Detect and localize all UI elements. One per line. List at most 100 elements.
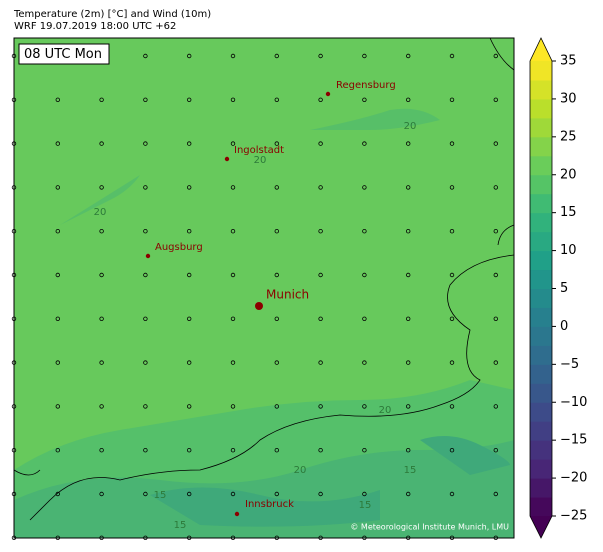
wind-dot [406, 491, 411, 497]
wind-dot [55, 97, 60, 102]
wind-dot [362, 316, 367, 321]
wind-dot [230, 141, 236, 146]
contour-label: 15 [404, 465, 417, 476]
wind-dot [274, 316, 279, 321]
wind-dot [318, 97, 323, 102]
colorbar-band [530, 307, 552, 327]
wind-dot [143, 141, 148, 146]
wind-dot [55, 141, 60, 146]
cool-patch [60, 108, 440, 225]
wind-dot [449, 491, 455, 497]
colorbar-tick-label: 25 [560, 129, 577, 144]
wind-dot [493, 448, 498, 453]
wind-dot [186, 185, 192, 190]
wind-dot [143, 185, 148, 190]
wind-dot [493, 491, 498, 497]
wind-dot [274, 141, 279, 146]
colorbar-tick-label: −25 [560, 509, 587, 524]
wind-dot [493, 272, 498, 278]
contour-label: 20 [254, 155, 267, 166]
wind-dot [406, 316, 411, 321]
wind-dot [318, 185, 323, 190]
wind-dot [449, 228, 455, 234]
wind-dot [55, 448, 60, 453]
wind-dot [318, 316, 323, 321]
contour-label: 15 [359, 500, 372, 511]
wind-dot [143, 228, 148, 234]
colorbar-tick-label: −15 [560, 433, 587, 448]
wind-dot [318, 491, 323, 497]
colorbar-band [530, 231, 552, 252]
wind-dot [449, 360, 455, 365]
wind-dot [362, 97, 367, 102]
wind-dot [186, 228, 192, 234]
colorbar-tick-label: 0 [560, 319, 568, 334]
wind-dot [55, 185, 60, 190]
wind-dot [362, 404, 367, 409]
wind-dot [230, 272, 236, 278]
contour-label: 20 [94, 207, 107, 218]
wind-dot [449, 53, 455, 59]
wind-dot [362, 53, 367, 59]
wind-dot [318, 448, 323, 453]
wind-dot [143, 360, 148, 365]
colorbar-band [530, 383, 552, 403]
colorbar-tick-label: −5 [560, 357, 579, 372]
wind-dot [406, 53, 411, 59]
colorbar-band [530, 345, 552, 365]
wind-dot [55, 316, 60, 321]
wind-dot [55, 360, 60, 365]
wind-dot [493, 53, 498, 59]
wind-dot [493, 360, 498, 365]
wind-dot [99, 404, 104, 409]
wind-dot [274, 491, 279, 497]
wind-dot [230, 185, 236, 190]
wind-dot [186, 491, 192, 497]
wind-dot [449, 97, 455, 102]
wind-dot [318, 228, 323, 234]
time-box [18, 43, 110, 65]
contour-label: 15 [174, 520, 187, 531]
colorbar-band [530, 421, 552, 441]
wind-dot [230, 97, 236, 102]
wind-dot [406, 141, 411, 146]
wind-dot [449, 404, 455, 409]
wind-dot [99, 360, 104, 365]
credit: © Meteorological Institute Munich, LMU [350, 523, 509, 532]
border [13, 37, 515, 521]
colorbar-band [530, 174, 552, 195]
wind-dot [230, 316, 236, 321]
wind-dot [274, 360, 279, 365]
wind-dot [186, 53, 192, 59]
wind-dot [143, 448, 148, 453]
colorbar-band [530, 288, 552, 308]
colorbar-tick-label: 15 [560, 205, 577, 220]
wind-dot [493, 97, 498, 102]
wind-dot [186, 272, 192, 278]
wind-dot [318, 360, 323, 365]
wind-dot [318, 53, 323, 59]
wind-dot [406, 404, 411, 409]
contour-label: 20 [404, 121, 417, 132]
wind-dot [99, 228, 104, 234]
wind-dot [55, 228, 60, 234]
colorbar-band [530, 364, 552, 384]
colorbar-band [530, 212, 552, 233]
wind-dot [449, 272, 455, 278]
wind-dot [99, 141, 104, 146]
wind-dot [230, 228, 236, 234]
colorbar-band [530, 478, 552, 498]
wind-dot [362, 491, 367, 497]
wind-dot [362, 185, 367, 190]
wind-dot [99, 272, 104, 278]
contour-label: 20 [379, 405, 392, 416]
colorbar-band [530, 269, 552, 289]
wind-dot [274, 185, 279, 190]
wind-dot [449, 185, 455, 190]
wind-dot [362, 448, 367, 453]
wind-dot [493, 316, 498, 321]
wind-dot [99, 448, 104, 453]
wind-dot [318, 404, 323, 409]
wind-dot [406, 448, 411, 453]
